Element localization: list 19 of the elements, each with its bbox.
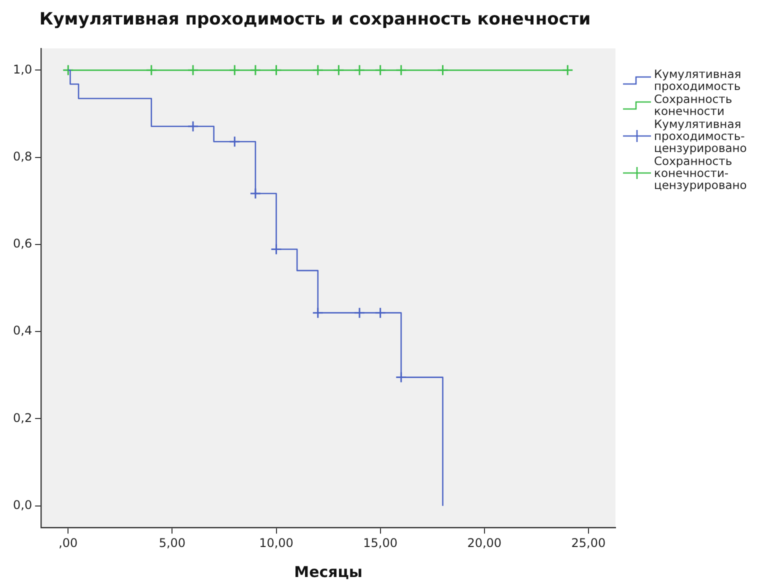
x-tick-label: 20,00 (467, 536, 502, 550)
legend-label: Кумулятивная проходимость (654, 67, 742, 93)
y-tick-label: 0,4 (12, 324, 32, 338)
x-tick-label: 25,00 (571, 536, 606, 550)
y-tick-label: 0,0 (12, 498, 32, 512)
legend-label: Сохранность конечности-цензурировано (654, 154, 748, 192)
point (250, 188, 262, 200)
x-tick-label: 5,00 (158, 536, 186, 550)
legend-label: Сохранность конечности (654, 92, 732, 118)
x-tick-label: 10,00 (259, 536, 294, 550)
chart-title: Кумулятивная проходимость и сохранность конечности (39, 10, 591, 30)
x-tick-label: ,00 (58, 536, 78, 550)
legend-label: Кумулятивная проходимость-цензурировано (654, 117, 748, 155)
x-axis-title: Месяцы (294, 562, 362, 581)
y-tick-label: 0,8 (12, 149, 32, 164)
x-tick-label: 15,00 (363, 536, 398, 550)
y-tick-label: 1,0 (12, 62, 32, 76)
y-tick-label: 0,2 (12, 410, 32, 425)
y-tick-label: 0,6 (12, 236, 32, 251)
